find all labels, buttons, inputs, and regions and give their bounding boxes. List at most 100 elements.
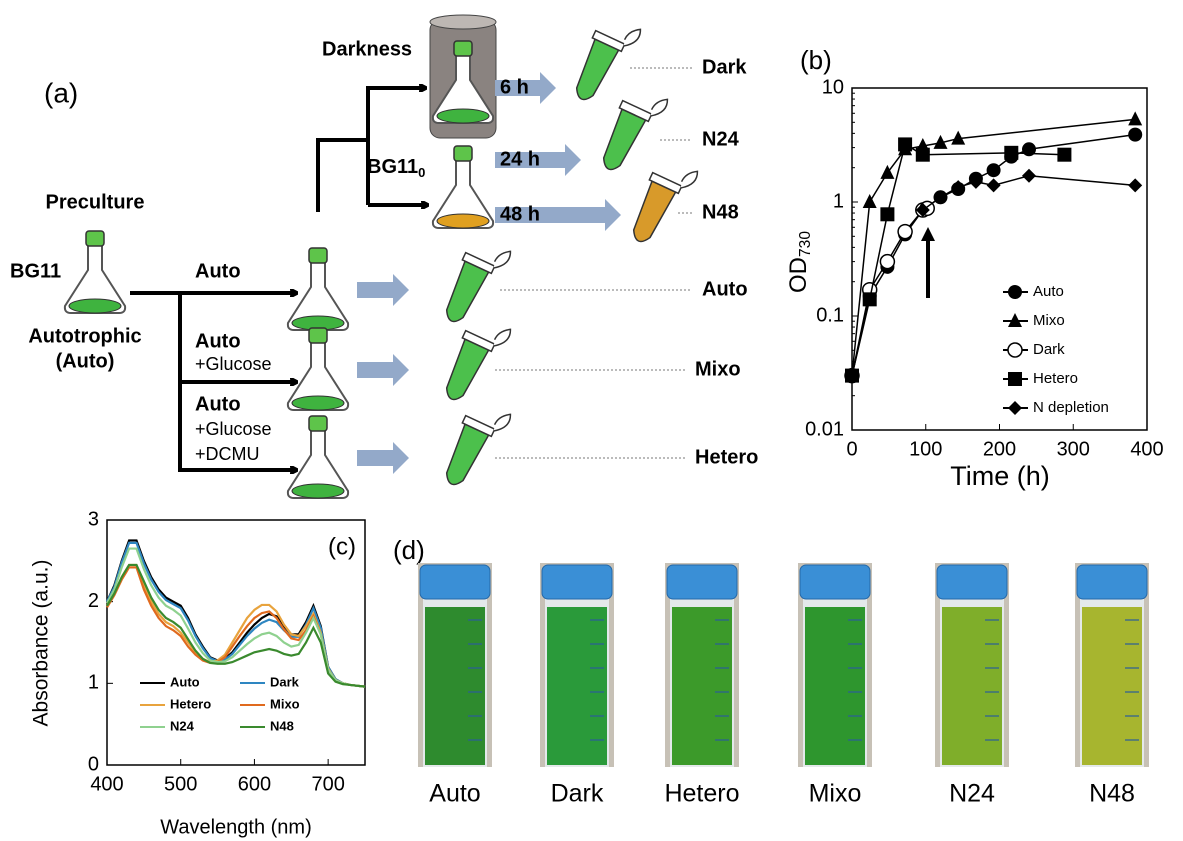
x-tick-label: 200 xyxy=(983,438,1016,460)
flask-liquid xyxy=(291,483,345,499)
sample-label: N24 xyxy=(702,128,740,150)
photo: N24 xyxy=(935,563,1009,808)
plot-frame xyxy=(106,519,366,766)
marker xyxy=(1004,145,1019,160)
marker xyxy=(1057,147,1072,162)
time-label: 48 h xyxy=(500,203,540,225)
cap xyxy=(936,564,1008,600)
marker xyxy=(879,253,896,270)
panel-label: (b) xyxy=(800,45,832,75)
photo-caption: Mixo xyxy=(809,780,862,808)
culture xyxy=(942,607,1002,765)
x-axis-title: Wavelength (nm) xyxy=(160,816,312,838)
condition-label: +Glucose xyxy=(195,419,272,439)
tube-body xyxy=(632,180,677,243)
darkness-box-top xyxy=(429,14,497,30)
condition-label: +DCMU xyxy=(195,444,260,464)
panel-c: 400 500 600 700 0 1 2 3 Auto Dark Hetero Mixo N24 N48… xyxy=(30,508,366,838)
y-tick-label: 0 xyxy=(88,753,99,775)
photo-caption: N24 xyxy=(949,780,995,808)
tube-rim xyxy=(618,99,653,123)
flask xyxy=(63,230,127,314)
flask-cap xyxy=(85,230,105,247)
x-tick-label: 600 xyxy=(238,773,271,795)
legend-label: N depletion xyxy=(1033,399,1109,416)
tube xyxy=(445,413,512,486)
y-axis-title-sub: 730 xyxy=(797,231,814,257)
flask-body xyxy=(63,244,127,314)
photo: Auto xyxy=(418,563,492,808)
flask-body xyxy=(431,54,495,124)
flask-cap xyxy=(308,327,328,344)
flask-liquid xyxy=(68,298,122,314)
condition-label: Auto xyxy=(195,260,241,282)
tube-rim xyxy=(461,329,496,353)
tube-rim xyxy=(461,251,496,275)
flask xyxy=(286,415,350,499)
tube xyxy=(575,28,642,101)
tube-body xyxy=(445,338,490,401)
y-tick-label: 0.01 xyxy=(805,418,844,440)
x-tick-label: 100 xyxy=(909,438,942,460)
x-tick-label: 400 xyxy=(90,773,123,795)
y-axis-title: OD730 xyxy=(785,231,814,293)
gray-arrows xyxy=(357,72,621,474)
series-line xyxy=(106,563,366,688)
marker xyxy=(986,178,1001,193)
sample-label: N48 xyxy=(702,201,739,223)
marker xyxy=(897,223,913,240)
tube-lid xyxy=(493,250,512,269)
tube-lid xyxy=(493,328,512,347)
marker xyxy=(1128,111,1143,126)
time-label: 24 h xyxy=(500,148,540,170)
tube-lid xyxy=(493,413,512,432)
legend-marker xyxy=(1008,401,1022,415)
marker xyxy=(933,134,948,149)
y-axis-title-main: OD xyxy=(785,257,812,293)
flask xyxy=(431,145,495,229)
flask xyxy=(286,327,350,411)
panel-a: (a) Preculture BG11 Autotrophic (Auto) Auto Au… xyxy=(10,14,758,499)
legend-label: N48 xyxy=(270,718,294,733)
condition-label: Auto xyxy=(195,393,241,415)
tube xyxy=(445,250,512,323)
tube-rim xyxy=(461,414,496,438)
condition-label: +Glucose xyxy=(195,354,272,374)
culture xyxy=(1082,607,1142,765)
legend-label: Hetero xyxy=(170,696,211,711)
flask xyxy=(286,247,350,331)
legend-label: N24 xyxy=(170,718,195,733)
marker xyxy=(1022,168,1036,183)
flask-liquid xyxy=(291,395,345,411)
autotrophic-label: (Auto) xyxy=(56,350,115,372)
panel-label: (a) xyxy=(44,77,78,108)
tube-body xyxy=(575,38,620,101)
bg11-0-label-main: BG11 xyxy=(367,156,418,178)
marker xyxy=(880,164,895,179)
sample-label: Auto xyxy=(702,278,748,300)
legend-label: Auto xyxy=(1033,283,1064,300)
flask xyxy=(431,40,495,124)
legend-marker xyxy=(1008,372,1022,386)
tube-rim xyxy=(648,171,683,195)
x-tick-label: 500 xyxy=(164,773,197,795)
x-tick-label: 400 xyxy=(1130,438,1163,460)
bg11-0-label: BG110 xyxy=(367,156,425,180)
arrows xyxy=(130,88,427,470)
x-tick-label: 300 xyxy=(1057,438,1090,460)
marker xyxy=(862,292,877,307)
flask-body xyxy=(431,159,495,229)
marker xyxy=(1128,127,1143,142)
photo: Hetero xyxy=(664,563,740,808)
legend-label: Hetero xyxy=(1033,370,1078,387)
cap xyxy=(799,564,871,600)
photo: N48 xyxy=(1075,563,1149,808)
legend-marker xyxy=(1008,313,1022,327)
series-line xyxy=(851,118,1136,376)
culture xyxy=(805,607,865,765)
preculture-label: Preculture xyxy=(46,191,145,213)
flask-liquid xyxy=(436,108,490,124)
photo: Mixo xyxy=(798,563,872,808)
time-label: 6 h xyxy=(500,76,529,98)
flask-body xyxy=(286,341,350,411)
